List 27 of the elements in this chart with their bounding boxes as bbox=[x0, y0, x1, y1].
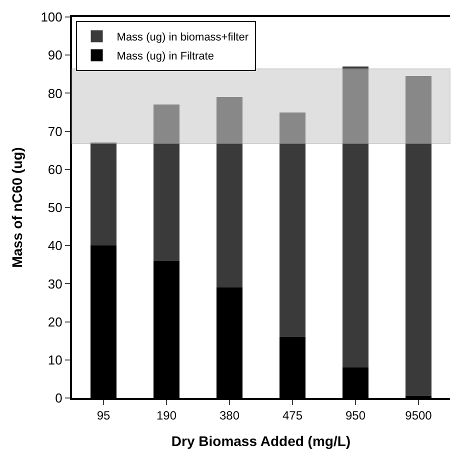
y-axis-title: Mass of nC60 (ug) bbox=[8, 147, 25, 268]
x-tick-label: 9500 bbox=[405, 408, 432, 422]
y-tick-label: 0 bbox=[55, 390, 62, 406]
bar bbox=[90, 142, 117, 246]
y-tick-label: 60 bbox=[48, 162, 62, 177]
bar bbox=[216, 97, 243, 288]
y-tick-label: 50 bbox=[48, 200, 62, 216]
x-tick-label: 950 bbox=[345, 408, 366, 422]
x-tick-label: 95 bbox=[96, 408, 110, 422]
bar bbox=[279, 112, 306, 338]
x-tick-label: 380 bbox=[219, 408, 240, 422]
bar bbox=[342, 66, 369, 368]
legend-label: Mass (ug) in biomass+filter bbox=[116, 32, 249, 44]
x-tick-label: 190 bbox=[156, 408, 177, 422]
y-tick-label: 20 bbox=[48, 314, 62, 330]
x-tick-label: 475 bbox=[282, 408, 303, 422]
legend-label: Mass (ug) in Filtrate bbox=[116, 50, 214, 63]
y-tick-label: 90 bbox=[48, 48, 62, 63]
x-axis-title: Dry Biomass Added (mg/L) bbox=[171, 433, 351, 450]
y-tick-label: 80 bbox=[48, 86, 62, 101]
y-tick-label: 30 bbox=[48, 276, 62, 292]
y-tick-label: 10 bbox=[48, 352, 62, 368]
y-tick-label: 70 bbox=[48, 124, 62, 139]
bar bbox=[405, 76, 432, 396]
y-tick-label: 40 bbox=[48, 238, 62, 254]
bar bbox=[153, 104, 180, 261]
y-tick-label: 100 bbox=[40, 10, 62, 25]
